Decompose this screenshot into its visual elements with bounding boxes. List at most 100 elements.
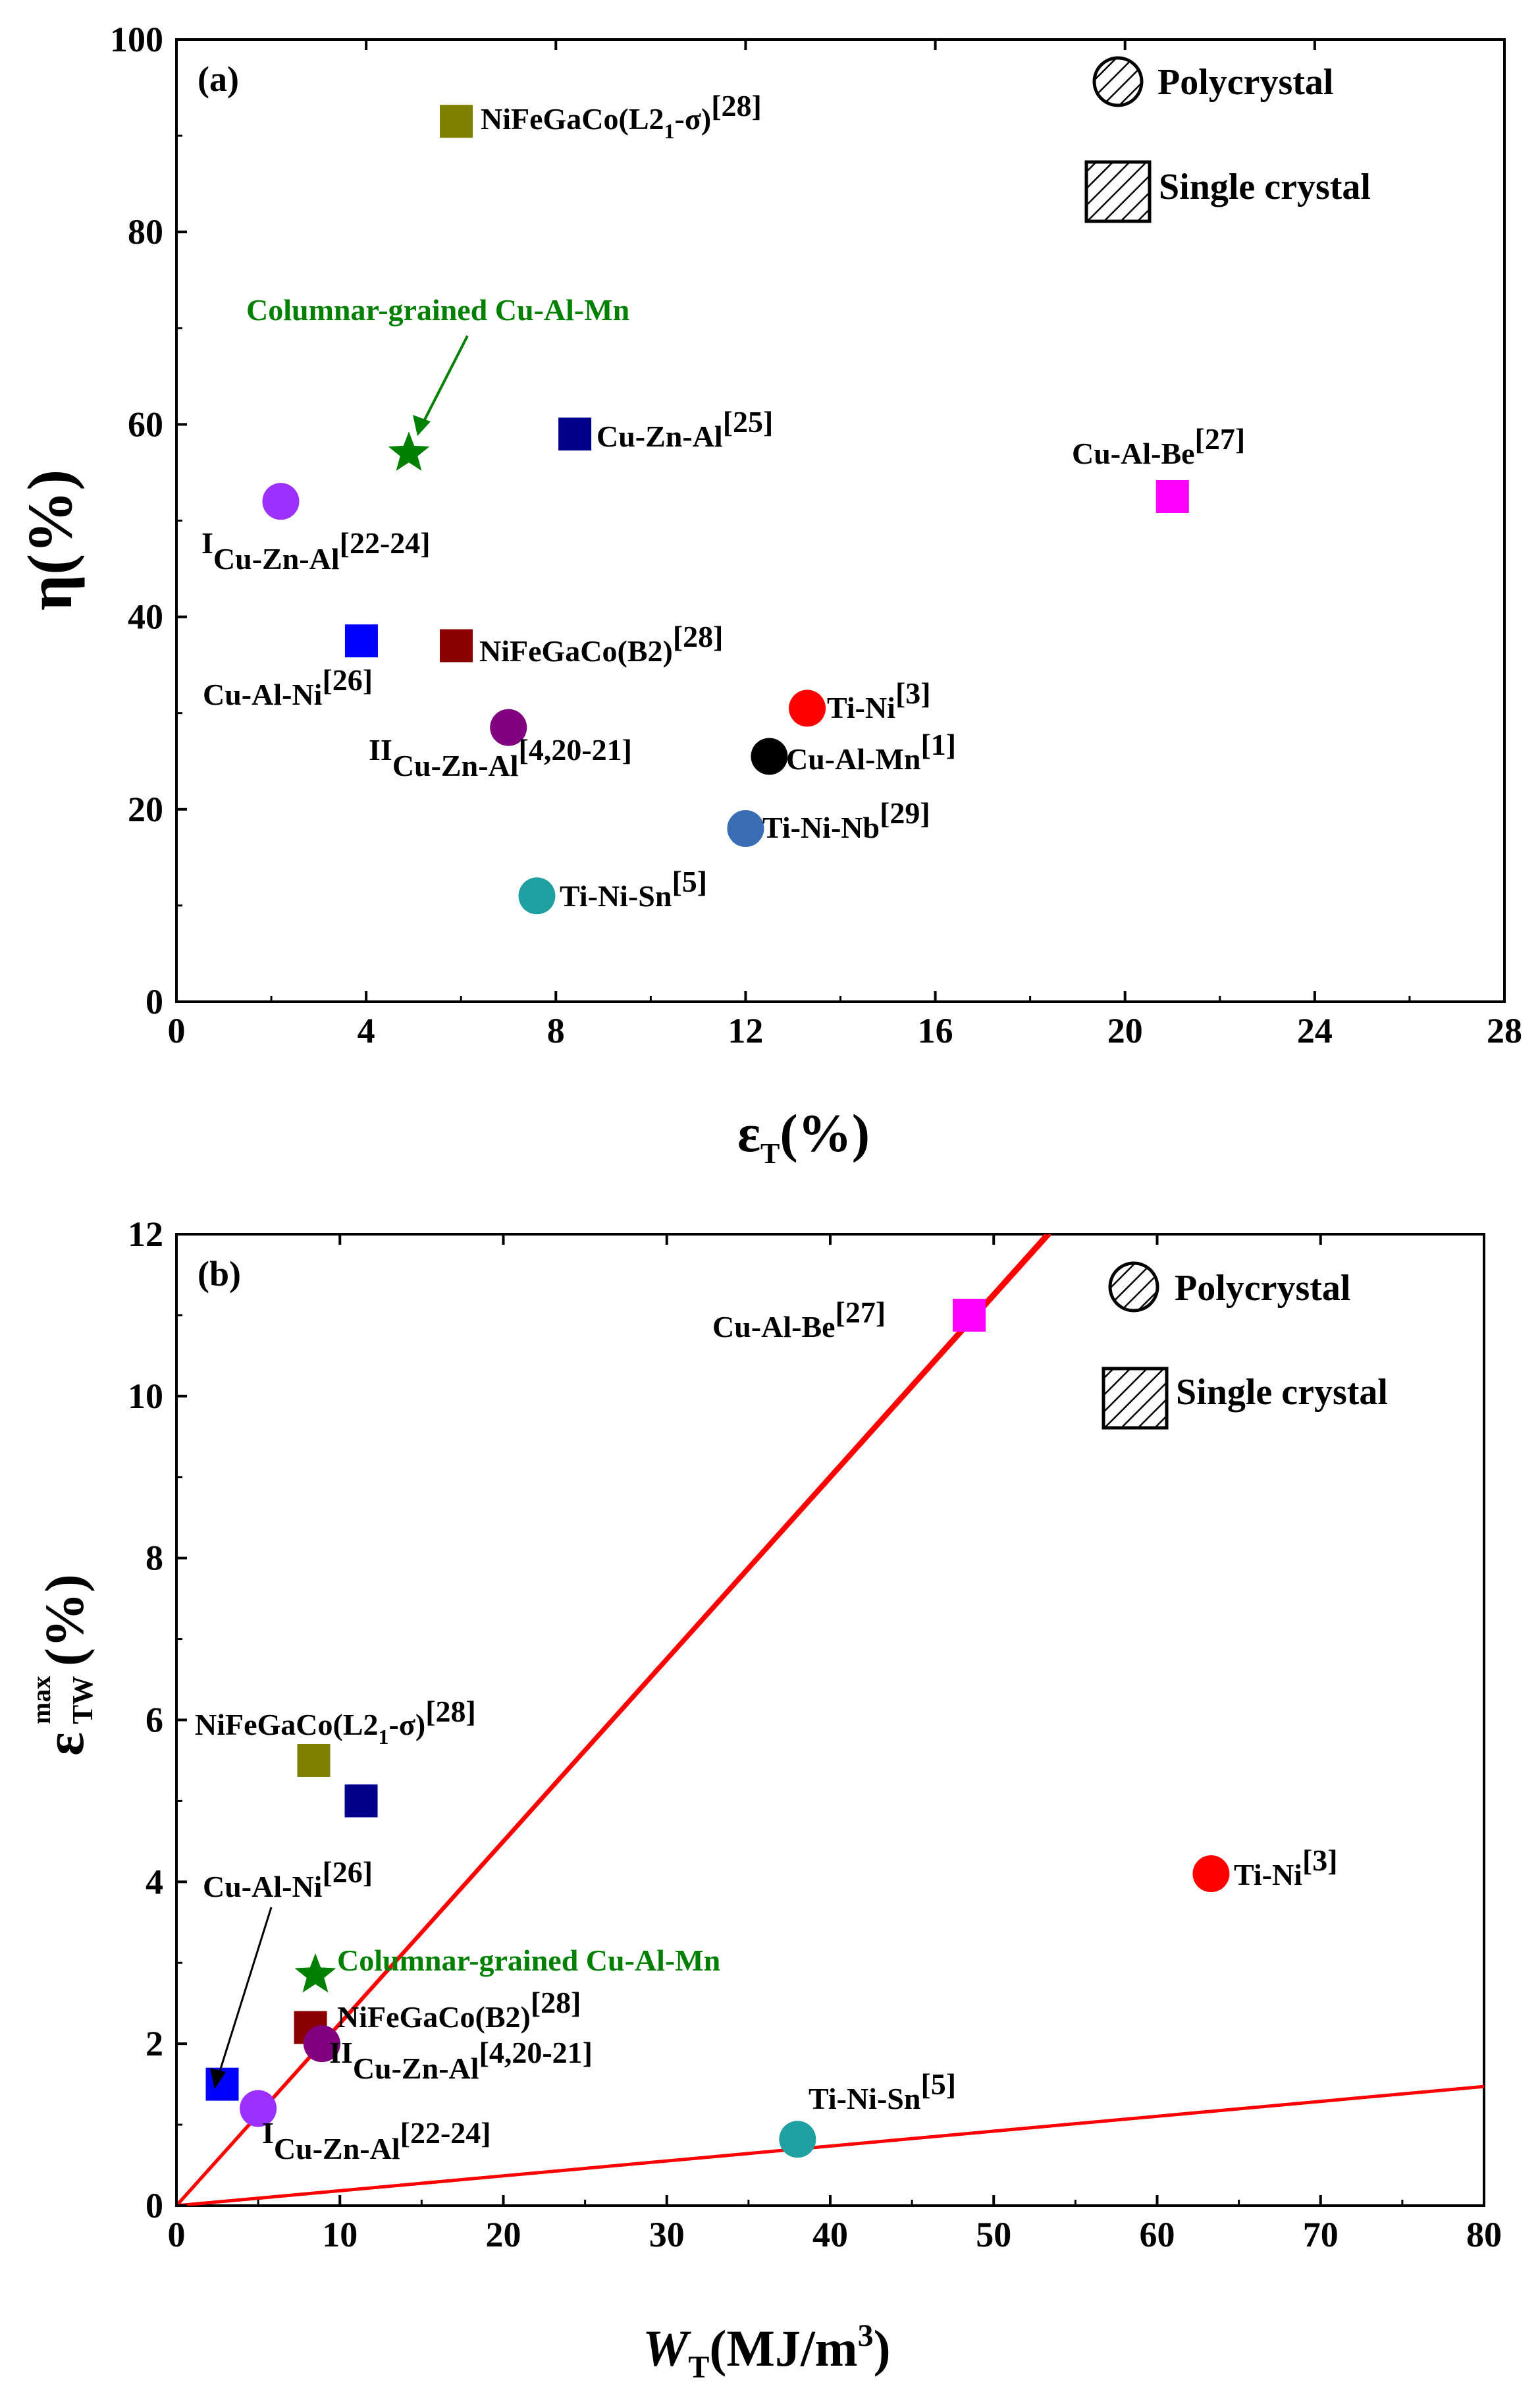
svg-text:TW: TW bbox=[66, 1676, 99, 1724]
y-tick-label: 20 bbox=[128, 790, 163, 829]
panel-a-point-labels: NiFeGaCo(L21-σ)[28] Columnar-grained Cu-… bbox=[201, 89, 1245, 913]
marker-ti-ni-3 bbox=[1192, 1855, 1230, 1893]
panel-b-letter: (b) bbox=[198, 1254, 241, 1293]
y-tick-label: 80 bbox=[128, 212, 163, 252]
panel-b-x-ticks: 0 10 20 30 40 50 60 70 80 bbox=[168, 1234, 1502, 2254]
marker-ti-ni-3 bbox=[789, 690, 826, 727]
label-ti-ni-sn: Ti-Ni-Sn[5] bbox=[809, 2067, 956, 2115]
panel-a-legend: Polycrystal Single crystal bbox=[1084, 56, 1371, 223]
legend-single-crystal-label: Single crystal bbox=[1176, 1372, 1388, 1413]
legend-polycrystal-marker bbox=[1092, 56, 1144, 107]
label-cu-zn-al-25: Cu-Zn-Al[25] bbox=[597, 405, 773, 453]
x-tick-label: 10 bbox=[322, 2215, 358, 2254]
panel-b-legend: Polycrystal Single crystal bbox=[1102, 1261, 1388, 1430]
label-nifegaco-b2: NiFeGaCo(B2)[28] bbox=[479, 620, 723, 668]
label-i-cu-zn-al: ICu-Zn-Al[22-24] bbox=[262, 2116, 491, 2165]
marker-icu-zn-al-22-24 bbox=[240, 2090, 277, 2127]
y-tick-label: 12 bbox=[128, 1214, 163, 1254]
label-ii-cu-zn-al: IICu-Zn-Al[4,20-21] bbox=[329, 2036, 593, 2085]
marker-unlabeled bbox=[344, 1784, 378, 1818]
y-tick-label: 0 bbox=[146, 982, 163, 1021]
panel-a-points bbox=[262, 105, 1189, 915]
y-tick-label: 2 bbox=[146, 2024, 163, 2063]
label-cu-al-ni: Cu-Al-Ni[26] bbox=[203, 1855, 373, 1903]
marker-icu-zn-al-22-24 bbox=[262, 483, 300, 520]
marker-ti-ni-nb-29 bbox=[727, 810, 764, 848]
panel-b-x-axis-title: WT(MJ/m3) bbox=[643, 2318, 891, 2385]
columnar-arrow-shaft bbox=[421, 335, 469, 425]
x-tick-label: 28 bbox=[1487, 1011, 1522, 1050]
legend-polycrystal-label: Polycrystal bbox=[1175, 1268, 1350, 1309]
x-tick-label: 12 bbox=[728, 1011, 763, 1050]
panel-a-x-axis-title: εT(%) bbox=[737, 1103, 870, 1170]
columnar-arrowhead bbox=[413, 415, 431, 436]
x-tick-label: 4 bbox=[358, 1011, 375, 1050]
marker-cu-al-ni-26 bbox=[344, 624, 378, 658]
label-columnar-cu-al-mn: Columnar-grained Cu-Al-Mn bbox=[337, 1944, 720, 1977]
marker-ti-ni-sn-5 bbox=[518, 877, 556, 915]
cu-al-ni-arrowhead bbox=[210, 2068, 226, 2089]
label-ti-ni-sn: Ti-Ni-Sn[5] bbox=[560, 865, 707, 913]
label-cu-al-be: Cu-Al-Be[27] bbox=[712, 1295, 886, 1344]
x-tick-label: 8 bbox=[547, 1011, 565, 1050]
label-cu-al-be: Cu-Al-Be[27] bbox=[1072, 422, 1245, 470]
x-tick-label: 80 bbox=[1466, 2215, 1502, 2254]
label-nifegaco-l21: NiFeGaCo(L21-σ)[28] bbox=[195, 1695, 476, 1749]
x-tick-label: 24 bbox=[1297, 1011, 1333, 1050]
cu-al-ni-arrow-shaft bbox=[217, 1907, 273, 2078]
legend-polycrystal-marker bbox=[1108, 1261, 1159, 1313]
panel-b-chart: 0 10 20 30 40 50 60 70 80 0 2 4 6 8 10 12 (b) Polycrys… bbox=[26, 1214, 1502, 2385]
marker-columnar-grained-cu-al-mn bbox=[388, 431, 430, 471]
panel-a-y-ticks: 0 20 40 60 80 100 bbox=[110, 20, 187, 1021]
marker-ti-ni-sn-5 bbox=[779, 2121, 816, 2158]
label-nifegaco-b2: NiFeGaCo(B2)[28] bbox=[337, 1986, 581, 2034]
marker-cu-zn-al-25 bbox=[558, 418, 592, 451]
marker-nifegaco-l21-28 bbox=[297, 1743, 331, 1777]
svg-text:(%): (%) bbox=[34, 1574, 95, 1666]
x-tick-label: 50 bbox=[976, 2215, 1011, 2254]
label-columnar-cu-al-mn: Columnar-grained Cu-Al-Mn bbox=[246, 293, 629, 327]
y-tick-label: 8 bbox=[146, 1538, 163, 1578]
label-ti-ni: Ti-Ni[3] bbox=[1234, 1843, 1338, 1891]
panel-b-points bbox=[205, 1298, 1230, 2158]
reference-line bbox=[176, 2084, 1484, 2206]
x-tick-label: 20 bbox=[1107, 1011, 1143, 1050]
marker-iicu-zn-al-4-20-21 bbox=[490, 709, 527, 746]
x-tick-label: 20 bbox=[486, 2215, 521, 2254]
marker-cu-al-mn-1 bbox=[751, 738, 788, 775]
panel-a-y-axis-title: η(%) bbox=[14, 470, 85, 611]
marker-nifegaco-l21-28 bbox=[440, 105, 473, 138]
panel-b-y-ticks: 0 2 4 6 8 10 12 bbox=[128, 1214, 187, 2225]
y-tick-label: 40 bbox=[128, 597, 163, 637]
panel-a-letter: (a) bbox=[198, 59, 239, 99]
y-tick-label: 0 bbox=[146, 2186, 163, 2225]
marker-columnar-grained-cu-al-mn bbox=[294, 1953, 336, 1993]
x-tick-label: 16 bbox=[918, 1011, 953, 1050]
label-cu-al-ni: Cu-Al-Ni[26] bbox=[203, 663, 373, 711]
x-tick-label: 30 bbox=[649, 2215, 685, 2254]
label-cu-al-mn: Cu-Al-Mn[1] bbox=[786, 728, 956, 776]
y-tick-label: 60 bbox=[128, 404, 163, 444]
panel-b-point-labels: Cu-Al-Be[27] NiFeGaCo(L21-σ)[28] Ti-Ni[3… bbox=[195, 1295, 1338, 2165]
marker-iicu-zn-al-4-20-21 bbox=[303, 2025, 340, 2063]
label-ti-ni-nb: Ti-Ni-Nb[29] bbox=[762, 796, 930, 844]
legend-polycrystal-label: Polycrystal bbox=[1157, 62, 1333, 103]
label-ii-cu-zn-al: IICu-Zn-Al[4,20-21] bbox=[369, 733, 632, 782]
y-tick-label: 100 bbox=[110, 20, 163, 59]
legend-single-crystal-label: Single crystal bbox=[1159, 167, 1371, 207]
marker-cu-al-be-27 bbox=[1155, 479, 1189, 513]
marker-nifegaco-b2-28 bbox=[440, 629, 473, 663]
x-tick-label: 40 bbox=[812, 2215, 848, 2254]
panel-a-x-ticks: 0 4 8 12 16 20 24 28 bbox=[168, 40, 1522, 1050]
x-tick-label: 70 bbox=[1303, 2215, 1339, 2254]
label-i-cu-zn-al: ICu-Zn-Al[22-24] bbox=[201, 526, 431, 576]
legend-single-crystal-marker bbox=[1102, 1367, 1169, 1430]
y-tick-label: 4 bbox=[146, 1862, 163, 1901]
x-tick-label: 0 bbox=[168, 1011, 186, 1050]
y-tick-label: 6 bbox=[146, 1700, 163, 1740]
panel-b-y-axis-title: ε max TW (%) bbox=[26, 1574, 99, 1756]
legend-single-crystal-marker bbox=[1084, 160, 1152, 223]
x-tick-label: 60 bbox=[1140, 2215, 1175, 2254]
svg-text:max: max bbox=[26, 1676, 56, 1724]
